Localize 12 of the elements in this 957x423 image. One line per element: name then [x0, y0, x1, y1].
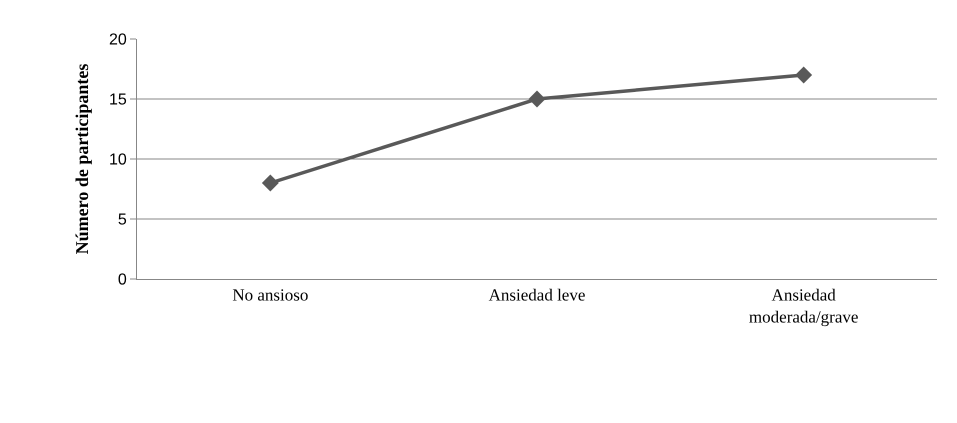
point: [528, 90, 546, 108]
x-tick-label: Ansiedad leve: [488, 285, 586, 304]
point: [262, 174, 279, 192]
x-tick-label: No ansioso: [232, 285, 308, 304]
y-tick-label: 5: [118, 212, 127, 229]
x-tick-label: Ansiedad moderada/grave: [748, 285, 858, 326]
y-axis-title: Número de participantes: [72, 64, 92, 254]
y-tick-label: 10: [109, 152, 127, 169]
y-tick-label: 0: [118, 272, 127, 289]
y-tick-label: 15: [109, 92, 127, 109]
point: [795, 66, 812, 84]
y-tick-label: 20: [109, 32, 127, 49]
